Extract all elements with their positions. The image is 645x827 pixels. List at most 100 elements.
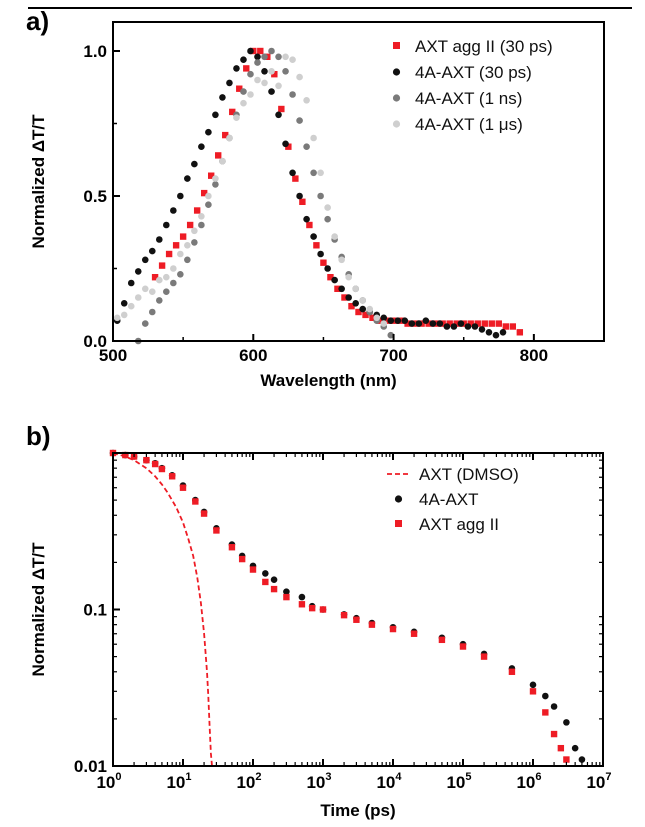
data-point-a-s2 — [387, 331, 395, 339]
data-point-a-s3 — [275, 82, 282, 90]
panel-a: a) 500 600 700 800 0.0 0.5 1.0 Wavelength (nm) No… — [26, 6, 605, 390]
data-point-a-s1 — [345, 294, 352, 301]
legend-label-b: AXT (DMSO) — [419, 465, 519, 484]
x-tick-label-b: 100 — [96, 771, 121, 792]
data-point-b-s2 — [158, 465, 166, 473]
data-point-b-s2 — [238, 555, 246, 563]
x-tick-label-a: 700 — [379, 346, 407, 365]
data-point-a-s1 — [450, 323, 458, 330]
data-point-a-s3 — [247, 91, 254, 98]
data-point-a-s0 — [369, 314, 376, 321]
data-point-b-s2 — [122, 451, 129, 459]
data-point-b-s2 — [213, 527, 220, 534]
data-point-a-s2 — [205, 201, 212, 208]
y-tick-label-a: 0.5 — [83, 187, 107, 206]
data-point-b-s2 — [353, 616, 360, 623]
data-point-b-s2 — [557, 744, 565, 752]
data-point-a-s0 — [383, 317, 390, 324]
data-point-a-s0 — [509, 323, 517, 330]
data-point-a-s1 — [408, 320, 416, 327]
x-tick-label-a: 600 — [239, 346, 267, 365]
data-point-b-s1 — [283, 588, 290, 595]
data-point-a-s1 — [443, 323, 451, 330]
x-tick-label-a: 500 — [99, 346, 127, 365]
y-tick-label-b: 0.01 — [74, 757, 107, 776]
data-point-a-s0 — [285, 143, 292, 150]
data-point-a-s0 — [488, 320, 495, 327]
legend-label-a: 4A-AXT (1 ns) — [415, 89, 522, 108]
data-point-a-s1 — [394, 317, 402, 325]
data-point-a-s0 — [299, 198, 306, 205]
data-point-b-s2 — [168, 473, 176, 480]
data-point-a-s0 — [348, 303, 355, 310]
data-point-b-s2 — [319, 606, 327, 613]
data-point-a-s1 — [282, 140, 289, 148]
data-point-a-s3 — [268, 68, 275, 75]
data-point-a-s2 — [282, 68, 289, 75]
data-point-a-s3 — [170, 265, 177, 272]
data-point-b-s1 — [563, 719, 570, 726]
data-point-b-s2 — [151, 460, 159, 468]
x-axis-title-a: Wavelength (nm) — [260, 371, 396, 390]
legend-label-b: 4A-AXT — [419, 490, 479, 509]
data-point-b-s2 — [228, 544, 236, 551]
data-point-a-s2 — [148, 308, 156, 316]
data-point-a-s3 — [261, 79, 268, 87]
data-point-a-s3 — [303, 97, 310, 104]
data-point-a-s1 — [464, 323, 472, 330]
data-point-a-s2 — [240, 88, 247, 95]
data-point-b-s1 — [550, 703, 558, 710]
data-point-a-s1 — [338, 285, 345, 293]
data-point-b-s2 — [542, 709, 549, 716]
data-point-a-s1 — [268, 88, 275, 95]
data-point-a-s3 — [155, 276, 163, 284]
data-point-a-s2 — [275, 53, 282, 61]
data-point-a-s3 — [212, 175, 219, 182]
data-point-a-s1 — [170, 207, 177, 214]
data-point-b-s2 — [179, 484, 187, 491]
data-point-a-s0 — [446, 320, 453, 327]
data-point-a-s1 — [310, 233, 317, 240]
legend-marker-b — [395, 520, 402, 527]
data-point-a-s2 — [261, 53, 268, 61]
data-point-b-s2 — [249, 566, 257, 573]
legend-marker-a — [393, 42, 400, 49]
data-point-a-s3 — [324, 204, 331, 211]
data-point-a-s1 — [492, 331, 500, 339]
data-point-a-s1 — [163, 221, 170, 229]
data-point-a-s2 — [303, 143, 310, 150]
y-tick-label-b: 0.1 — [83, 601, 107, 620]
data-point-b-s2 — [459, 643, 467, 650]
data-point-a-s2 — [324, 215, 331, 223]
data-point-a-s2 — [141, 320, 149, 327]
data-point-a-s3 — [373, 314, 381, 322]
data-point-a-s1 — [198, 143, 205, 150]
data-point-a-s2 — [310, 169, 317, 177]
data-point-a-s1 — [240, 56, 247, 63]
data-point-a-s1 — [352, 300, 359, 307]
data-point-a-s1 — [401, 317, 409, 325]
plot-frame-a — [112, 21, 605, 342]
data-point-b-s2 — [262, 578, 269, 586]
data-point-a-s3 — [317, 169, 324, 177]
data-point-a-s2 — [268, 47, 275, 55]
data-point-a-s1 — [127, 279, 135, 287]
y-tick-label-a: 0.0 — [83, 332, 107, 351]
data-point-b-s1 — [571, 744, 579, 752]
data-point-a-s1 — [275, 111, 282, 119]
data-point-a-s0 — [186, 221, 194, 229]
data-point-a-s1 — [317, 250, 324, 258]
data-point-a-s0 — [165, 250, 173, 258]
data-point-a-s1 — [331, 276, 338, 284]
data-point-b-s2 — [368, 621, 376, 628]
data-point-a-s0 — [320, 259, 327, 266]
data-point-a-s0 — [158, 262, 166, 269]
data-point-a-s1 — [120, 300, 128, 307]
x-axis-title-b: Time (ps) — [320, 801, 395, 820]
data-point-a-s0 — [502, 323, 509, 330]
data-point-a-s3 — [141, 285, 149, 293]
data-point-b-s1 — [270, 576, 278, 584]
data-point-b-s2 — [143, 456, 150, 464]
data-point-a-s0 — [313, 242, 320, 249]
data-point-b-s2 — [410, 630, 418, 637]
